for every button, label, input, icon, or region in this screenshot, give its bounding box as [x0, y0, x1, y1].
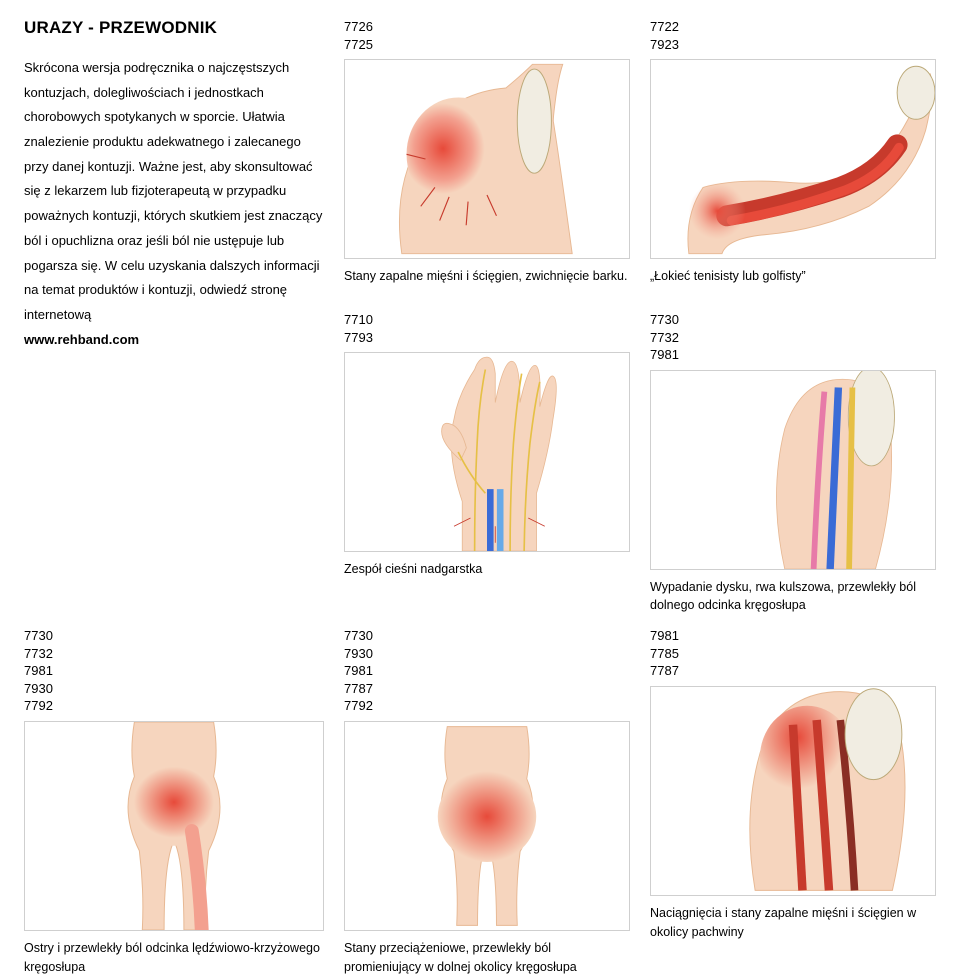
- caption-wrist: Zespół cieśni nadgarstka: [344, 560, 630, 596]
- anatomy-hip-icon: [650, 686, 936, 896]
- caption-shoulder: Stany zapalne mięśni i ścięgien, zwichni…: [344, 267, 630, 303]
- caption-back2: Stany przeciążeniowe, przewlekły ból pro…: [344, 939, 630, 976]
- codes-elbow: 7722 7923: [650, 18, 936, 53]
- codes-thigh: 7730 7732 7981: [650, 311, 936, 364]
- anatomy-back2-icon: [344, 721, 630, 931]
- caption-back1: Ostry i przewlekły ból odcinka lędźwiowo…: [24, 939, 324, 976]
- card-back1: 7730 7732 7981 7930 7792 Ostry i przewle…: [24, 627, 324, 976]
- anatomy-wrist-icon: [344, 352, 630, 552]
- codes-shoulder: 7726 7725: [344, 18, 630, 53]
- card-back2: 7730 7930 7981 7787 7792 Stany przeciąże…: [344, 627, 630, 976]
- anatomy-back1-icon: [24, 721, 324, 931]
- anatomy-thigh-icon: [650, 370, 936, 570]
- caption-elbow: „Łokieć tenisisty lub golfisty”: [650, 267, 936, 303]
- anatomy-elbow-icon: [650, 59, 936, 259]
- intro-url: www.rehband.com: [24, 328, 324, 353]
- anatomy-shoulder-icon: [344, 59, 630, 259]
- codes-back2: 7730 7930 7981 7787 7792: [344, 627, 630, 715]
- intro-body: Skrócona wersja podręcznika o najczęstsz…: [24, 56, 324, 328]
- caption-hip: Naciągnięcia i stany zapalne mięśni i śc…: [650, 904, 936, 942]
- codes-back1: 7730 7732 7981 7930 7792: [24, 627, 324, 715]
- card-hip: 7981 7785 7787 Naciągnięcia i stany: [650, 627, 936, 976]
- card-elbow: 7722 7923 „Łok: [650, 18, 936, 303]
- card-thigh: 7730 7732 7981 Wypadanie dysku, rwa kuls…: [650, 311, 936, 615]
- codes-wrist: 7710 7793: [344, 311, 630, 346]
- codes-hip: 7981 7785 7787: [650, 627, 936, 680]
- card-shoulder: 7726 7725: [344, 18, 630, 303]
- page-title: URAZY - PRZEWODNIK: [24, 18, 324, 38]
- caption-thigh: Wypadanie dysku, rwa kulszowa, przewlekł…: [650, 578, 936, 616]
- card-wrist: 7710 7793: [344, 311, 630, 596]
